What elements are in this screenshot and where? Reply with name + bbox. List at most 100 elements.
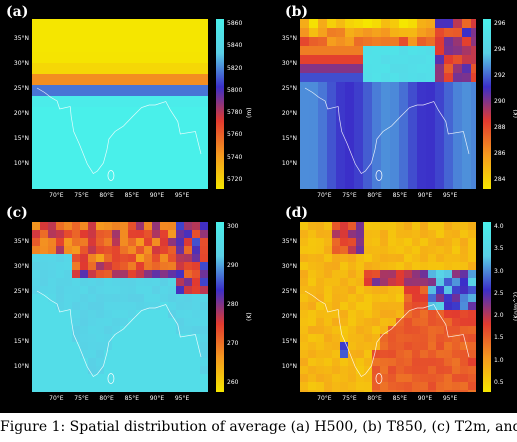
map-t2m	[32, 222, 208, 392]
lon-tick-label: 90°E	[149, 395, 165, 402]
colorbar-tick-label: 5860	[227, 20, 243, 27]
coastline	[36, 87, 202, 174]
sri-lanka-outline	[375, 373, 383, 384]
map-t850	[300, 19, 476, 189]
lat-tick-label: 20°N	[13, 313, 29, 320]
lat-tick-label: 35°N	[13, 238, 29, 245]
coastline	[304, 290, 470, 377]
colorbar-tick-label: 280	[227, 301, 239, 308]
lat-tick-label: 10°N	[281, 160, 297, 167]
colorbar-tick-label: 292	[494, 72, 506, 79]
lat-tick-label: 30°N	[13, 60, 29, 67]
sri-lanka-outline	[107, 373, 115, 384]
colorbar-tick-label: 288	[494, 124, 506, 131]
lon-tick-label: 95°E	[174, 395, 190, 402]
lat-tick-label: 10°N	[281, 363, 297, 370]
colorbar-tick-label: 0.5	[494, 379, 504, 386]
colorbar-tick-label: 1.5	[494, 334, 504, 342]
colorbar-tick-label: 270	[227, 340, 239, 347]
lon-tick-label: 95°E	[174, 192, 190, 199]
lon-tick-label: 80°E	[99, 395, 114, 402]
lon-tick-label: 80°E	[367, 395, 382, 402]
lat-tick-label: 20°N	[13, 110, 29, 117]
lon-tick-label: 85°E	[392, 192, 407, 199]
colorbar-unit-label: (K)	[246, 312, 253, 321]
colorbar-tick-label: 286	[494, 150, 506, 157]
lat-tick-label: 35°N	[281, 35, 297, 42]
colorbar-tick-label: 5780	[227, 109, 243, 117]
colorbar-tick-label: 3.0	[494, 267, 504, 275]
lon-tick-label: 95°E	[442, 192, 458, 199]
sri-lanka-outline	[375, 170, 383, 181]
figure: (a) (b) (c) (d) 35°N 30°N 25°N 20°N 15°N 10°N…	[6, 4, 517, 402]
lat-tick-label: 10°N	[13, 363, 29, 370]
lat-tick-label: 25°N	[281, 288, 297, 295]
lat-tick-label: 25°N	[13, 288, 29, 295]
figure-caption: Figure 1: Spatial distribution of averag…	[0, 413, 517, 442]
colorbar-tick-label: 284	[494, 176, 506, 183]
lon-tick-label: 95°E	[442, 395, 458, 402]
colorbar-tick-label: 260	[227, 379, 239, 386]
colorbar-tick-label: 300	[227, 223, 239, 230]
colorbar-tick-label: 2.5	[494, 289, 504, 297]
lon-tick-label: 80°E	[367, 192, 382, 199]
colorbar-t850	[483, 19, 491, 189]
lat-tick-label: 30°N	[281, 263, 297, 270]
colorbar-tick-label: 290	[494, 98, 506, 105]
lon-tick-label: 70°E	[317, 192, 332, 199]
lon-tick-label: 85°E	[124, 395, 139, 402]
lat-tick-label: 20°N	[281, 110, 297, 117]
lat-tick-label: 15°N	[281, 135, 297, 142]
map-tp6h	[300, 222, 476, 392]
colorbar-tick-label: 5800	[227, 86, 243, 94]
colorbar-tick-label: 5720	[227, 176, 243, 183]
lat-tick-label: 15°N	[13, 338, 29, 345]
lon-tick-label: 80°E	[99, 192, 114, 199]
lon-tick-label: 90°E	[417, 395, 433, 402]
lon-tick-label: 85°E	[124, 192, 139, 199]
lat-tick-label: 15°N	[281, 338, 297, 345]
colorbar-tick-label: 5740	[227, 153, 243, 161]
colorbar-tick-label: 1.0	[494, 356, 504, 364]
lat-tick-label: 15°N	[13, 135, 29, 142]
colorbar-tick-label: 5760	[227, 131, 243, 139]
coastline	[36, 290, 202, 377]
lon-tick-label: 75°E	[342, 192, 357, 199]
lon-tick-label: 75°E	[74, 192, 89, 199]
colorbar-tick-label: 5840	[227, 42, 243, 50]
colorbar-tick-label: 2.0	[494, 312, 504, 320]
panel-label-a: (a)	[6, 4, 29, 20]
colorbar-tick-label: 4.0	[494, 223, 504, 230]
lat-tick-label: 25°N	[13, 85, 29, 92]
colorbar-t2m	[216, 222, 224, 392]
lon-tick-label: 90°E	[149, 192, 165, 199]
sri-lanka-outline	[107, 170, 115, 181]
t850-field	[300, 19, 476, 189]
map-h500	[32, 19, 208, 189]
lat-tick-label: 25°N	[281, 85, 297, 92]
lat-tick-label: 10°N	[13, 160, 29, 167]
colorbar-tick-label: 296	[494, 20, 506, 27]
colorbar-tick-label: 3.5	[494, 245, 504, 253]
lon-tick-label: 75°E	[342, 395, 357, 402]
lon-tick-label: 85°E	[392, 395, 407, 402]
colorbar-unit-label: (m)	[246, 107, 253, 118]
colorbar-h500	[216, 19, 224, 189]
colorbar-tick-label: 5820	[227, 64, 243, 72]
panel-label-b: (b)	[285, 4, 309, 20]
panel-label-c: (c)	[6, 205, 28, 221]
lon-tick-label: 75°E	[74, 395, 89, 402]
lat-tick-label: 30°N	[13, 263, 29, 270]
colorbar-tick-label: 294	[494, 46, 506, 53]
lon-tick-label: 70°E	[317, 395, 332, 402]
lon-tick-label: 70°E	[49, 395, 64, 402]
colorbar-unit-label: (Kg/m^2)	[513, 291, 517, 321]
lat-tick-label: 30°N	[281, 60, 297, 67]
coastline	[304, 87, 470, 174]
lat-tick-label: 35°N	[281, 238, 297, 245]
lat-tick-label: 20°N	[281, 313, 297, 320]
tp6h-field	[300, 222, 476, 392]
panel-label-d: (d)	[285, 205, 309, 221]
lon-tick-label: 90°E	[417, 192, 433, 199]
colorbar-tick-label: 290	[227, 262, 239, 269]
